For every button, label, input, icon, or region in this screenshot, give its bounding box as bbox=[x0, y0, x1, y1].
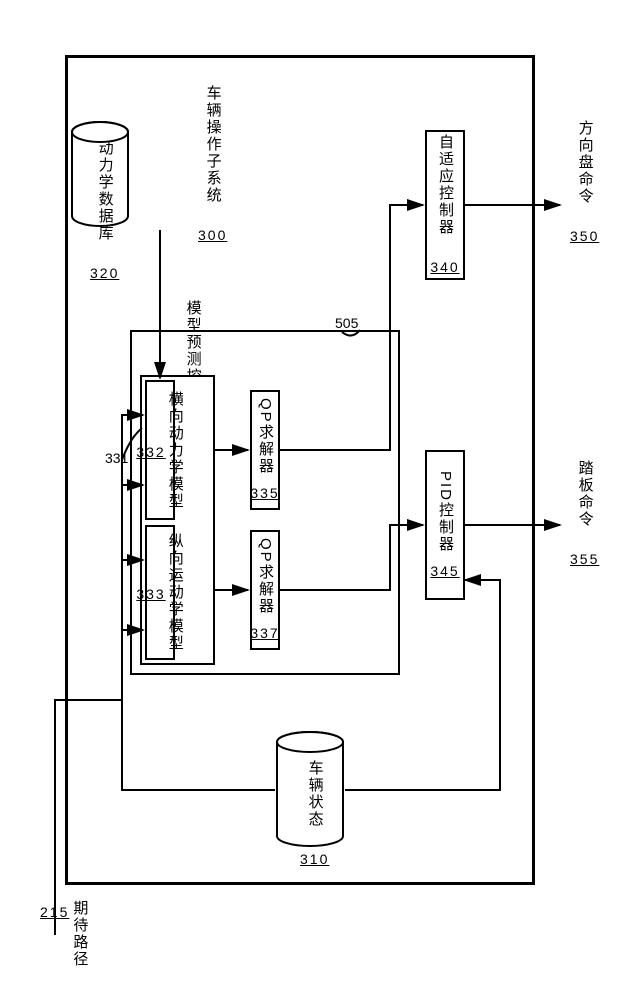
curve-ref: 505 bbox=[335, 315, 358, 331]
steering-cmd-text: 方向盘命令 bbox=[577, 120, 594, 205]
pid-ref: 345 bbox=[430, 563, 459, 580]
lon-model-text: 纵向运动学模型 bbox=[167, 533, 184, 652]
system-title: 车辆操作子系统 300 bbox=[198, 85, 227, 243]
steering-cmd-label: 方向盘命令 350 bbox=[570, 120, 599, 244]
adaptive-text: 自适应控制器 bbox=[437, 134, 454, 236]
pedal-cmd-ref: 355 bbox=[570, 551, 599, 567]
qp-top-box: QP求解器 335 bbox=[250, 390, 280, 510]
dynamics-db-label: 动力学数据库 320 bbox=[90, 140, 119, 281]
steering-cmd-ref: 350 bbox=[570, 228, 599, 244]
vehicle-state-label: 车辆状态 310 bbox=[300, 760, 329, 867]
dynamics-db-ref: 320 bbox=[90, 265, 119, 281]
desired-path-ref: 215 bbox=[40, 904, 69, 920]
qp-bot-ref: 337 bbox=[250, 625, 279, 642]
system-title-ref: 300 bbox=[198, 227, 227, 243]
pedal-cmd-label: 踏板命令 355 bbox=[570, 460, 599, 567]
pid-box: PID控制器 345 bbox=[425, 450, 465, 600]
adaptive-box: 自适应控制器 340 bbox=[425, 130, 465, 280]
lon-model-box: 纵向运动学模型 333 bbox=[145, 525, 175, 660]
vehicle-state-ref: 310 bbox=[300, 851, 329, 867]
lat-model-text: 横向动力学模型 bbox=[167, 391, 184, 510]
dynamics-db-text: 动力学数据库 bbox=[97, 140, 114, 242]
system-title-text: 车辆操作子系统 bbox=[205, 85, 222, 204]
qp-top-text: QP求解器 bbox=[257, 398, 274, 475]
adaptive-ref: 340 bbox=[430, 259, 459, 276]
qp-bot-box: QP求解器 337 bbox=[250, 530, 280, 650]
lat-model-box: 横向动力学模型 332 bbox=[145, 380, 175, 520]
qp-top-ref: 335 bbox=[250, 485, 279, 502]
pedal-cmd-text: 踏板命令 bbox=[577, 460, 594, 528]
qp-bot-text: QP求解器 bbox=[257, 538, 274, 615]
inner-ref: 331 bbox=[105, 450, 128, 466]
desired-path-text: 期待路径 bbox=[71, 900, 88, 968]
lon-model-ref: 333 bbox=[136, 586, 165, 603]
lat-model-ref: 332 bbox=[136, 444, 165, 461]
pid-text: PID控制器 bbox=[437, 471, 454, 553]
desired-path-label: 期待路径 215 bbox=[40, 900, 90, 1000]
vehicle-state-text: 车辆状态 bbox=[307, 760, 324, 828]
